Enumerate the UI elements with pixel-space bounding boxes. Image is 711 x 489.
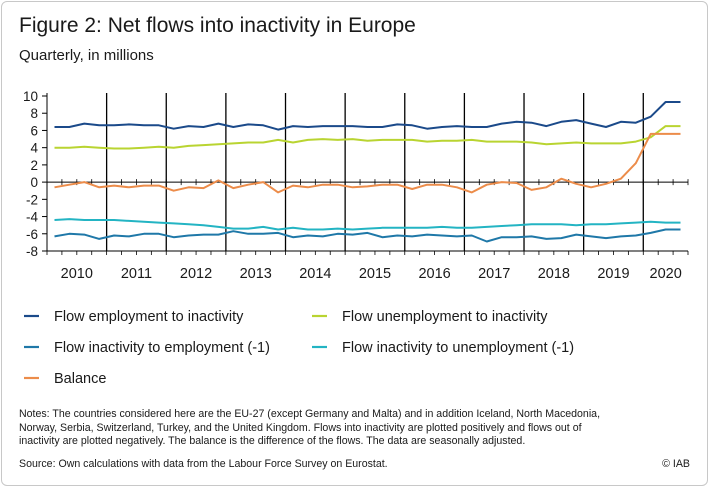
- x-year-label: 2014: [299, 266, 331, 282]
- chart-subtitle: Quarterly, in millions: [19, 47, 154, 64]
- x-year-label: 2019: [597, 266, 629, 282]
- y-tick-label: -2: [26, 192, 38, 207]
- chart-title: Figure 2: Net flows into inactivity in E…: [19, 14, 416, 37]
- series-line-4: [54, 218, 681, 231]
- legend-label-5: Balance: [54, 371, 106, 387]
- x-year-label: 2015: [359, 266, 391, 282]
- legend-label-4: Flow inactivity to unemployment (-1): [342, 340, 574, 356]
- x-year-label: 2020: [650, 266, 682, 282]
- copyright-label: © IAB: [662, 458, 690, 470]
- y-tick-label: 4: [30, 141, 38, 156]
- x-year-label: 2018: [538, 266, 570, 282]
- x-year-label: 2013: [240, 266, 272, 282]
- y-tick-label: 2: [30, 158, 38, 173]
- legend-label-3: Flow inactivity to employment (-1): [54, 340, 270, 356]
- y-tick-label: -8: [26, 244, 38, 259]
- x-year-label: 2017: [478, 266, 510, 282]
- y-tick-label: -4: [26, 210, 38, 225]
- chart-source: Source: Own calculations with data from …: [19, 458, 388, 470]
- y-tick-label: 6: [30, 123, 38, 138]
- series-line-3: [54, 228, 681, 243]
- y-tick-label: 0: [30, 175, 38, 190]
- series-line-2: [54, 125, 681, 150]
- series-line-1: [54, 101, 681, 131]
- legend-label-2: Flow unemployment to inactivity: [342, 309, 548, 325]
- legend-label-1: Flow employment to inactivity: [54, 309, 244, 325]
- series-line-5: [54, 132, 681, 194]
- x-year-label: 2012: [180, 266, 212, 282]
- x-year-label: 2010: [61, 266, 93, 282]
- x-year-label: 2016: [418, 266, 450, 282]
- y-tick-label: 8: [30, 106, 38, 121]
- chart-notes: Notes: The countries considered here are…: [19, 408, 601, 447]
- y-tick-label: -6: [26, 227, 38, 242]
- y-tick-label: 10: [23, 89, 38, 104]
- x-year-label: 2011: [121, 266, 152, 282]
